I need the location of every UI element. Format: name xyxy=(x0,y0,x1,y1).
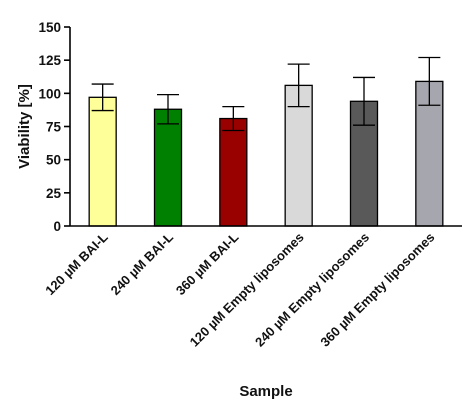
x-axis-title: Sample xyxy=(239,383,292,400)
x-tick-label: 360 µM BAI-L xyxy=(173,229,242,298)
x-tick-label: 240 µM BAI-L xyxy=(108,229,177,298)
y-axis-title: Viability [%] xyxy=(16,84,33,169)
bars-layer xyxy=(88,80,444,227)
y-tick-label: 150 xyxy=(38,20,61,35)
y-tick-label: 25 xyxy=(46,186,62,201)
bar xyxy=(153,108,183,227)
y-tick-label: 125 xyxy=(38,53,61,68)
bar xyxy=(219,117,248,227)
y-tick-label: 50 xyxy=(46,153,61,168)
bar xyxy=(88,96,117,227)
y-tick-label: 0 xyxy=(53,219,61,234)
y-tick-label: 100 xyxy=(38,86,61,101)
x-tick-label: 120 µM Empty liposomes xyxy=(187,230,307,350)
x-tick-label: 240 µM Empty liposomes xyxy=(252,230,372,350)
y-tick-label: 75 xyxy=(46,120,62,135)
y-ticks: 0 25 50 75 100 125 150 xyxy=(38,20,70,234)
axes-layer xyxy=(69,27,462,227)
bar xyxy=(284,84,313,227)
x-tick-label: 120 µM BAI-L xyxy=(42,229,111,298)
error-bars-layer xyxy=(91,56,441,132)
x-tick-label: 360 µM Empty liposomes xyxy=(317,230,437,350)
